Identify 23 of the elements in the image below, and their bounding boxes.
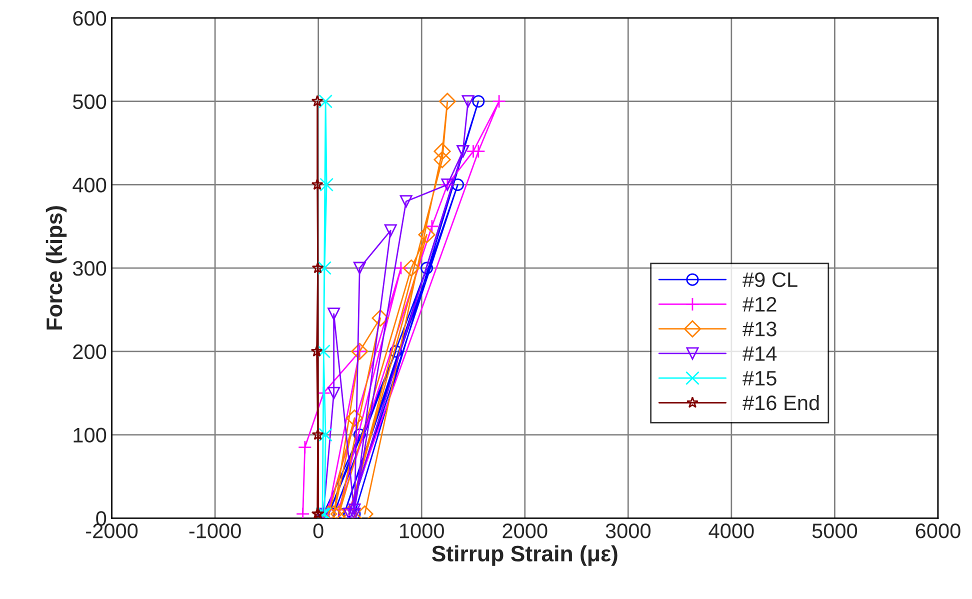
x-tick-label: 1000 [400,524,444,538]
legend-label: #9 CL [742,272,798,288]
y-tick-label: 200 [73,344,106,360]
x-tick-label: 4000 [708,524,754,538]
legend-label: #12 [742,296,776,312]
x-tick-label: 2000 [502,524,548,538]
x-tick-label: -2000 [86,524,138,538]
x-axis-title: Stirrup Strain (με) [432,545,618,566]
legend-label: #16 End [742,394,819,410]
y-tick-label: 400 [72,178,106,192]
y-tick-label: 500 [72,94,106,110]
y-tick-label: 600 [73,10,106,26]
x-tick-label: -1000 [189,524,241,538]
y-tick-label: 100 [74,428,106,443]
x-tick-label: 3000 [606,524,651,538]
x-tick-label: 6000 [916,524,960,538]
y-axis-title: Force (kips) [46,206,67,330]
legend-label: #14 [742,346,777,361]
legend-label: #15 [742,371,776,386]
x-tick-label: 0 [313,524,324,538]
y-tick-label: 300 [72,261,106,276]
legend-label: #13 [742,322,776,336]
x-tick-label: 5000 [812,524,858,538]
